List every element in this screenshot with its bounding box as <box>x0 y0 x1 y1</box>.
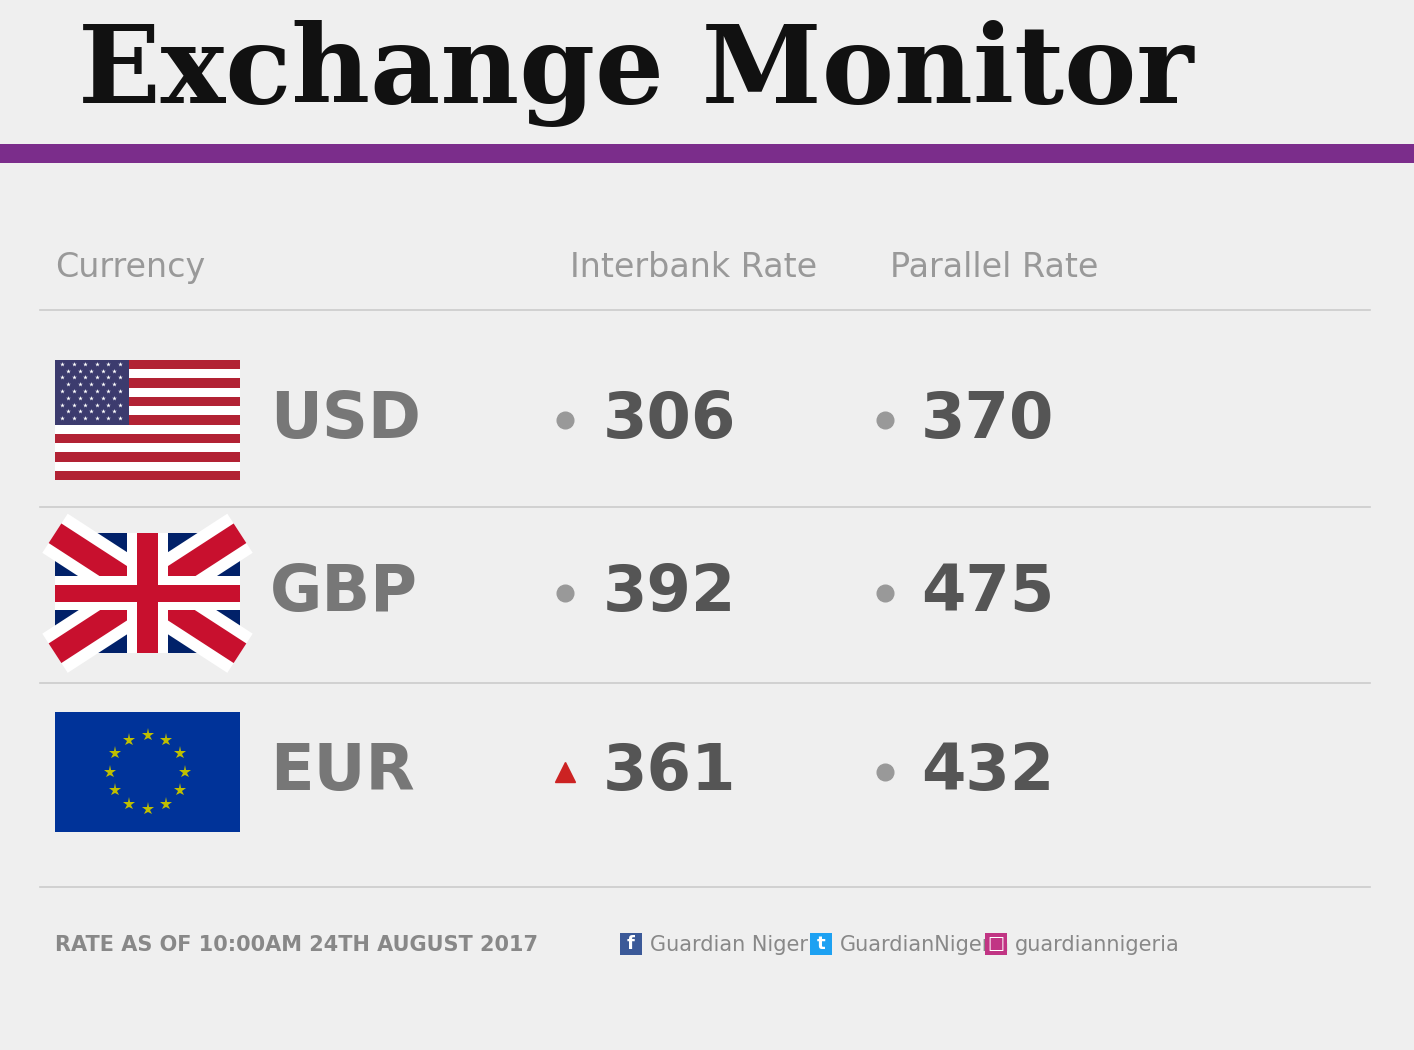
Bar <box>55 585 240 602</box>
Bar <box>127 533 168 653</box>
Bar <box>55 370 240 378</box>
Bar <box>986 933 1007 956</box>
Text: Parallel Rate: Parallel Rate <box>889 251 1099 285</box>
Bar <box>619 933 642 956</box>
Bar <box>55 533 240 653</box>
Bar <box>55 576 240 610</box>
Bar <box>55 462 240 470</box>
Bar <box>55 360 240 480</box>
Text: RATE AS OF 10:00AM 24TH AUGUST 2017: RATE AS OF 10:00AM 24TH AUGUST 2017 <box>55 934 537 956</box>
Bar <box>55 406 240 416</box>
Bar <box>0 144 1414 163</box>
Text: 432: 432 <box>921 740 1055 803</box>
Text: □: □ <box>987 934 1004 953</box>
Text: f: f <box>626 934 635 953</box>
Text: t: t <box>817 934 826 953</box>
Text: EUR: EUR <box>270 740 414 803</box>
Text: Currency: Currency <box>55 251 205 285</box>
Text: 306: 306 <box>602 388 737 452</box>
Bar <box>55 360 129 424</box>
Text: Exchange Monitor: Exchange Monitor <box>78 20 1193 127</box>
Text: 361: 361 <box>602 740 737 803</box>
Text: 475: 475 <box>921 562 1055 625</box>
Text: USD: USD <box>270 388 421 452</box>
Text: GBP: GBP <box>270 562 419 625</box>
Bar <box>55 443 240 453</box>
Text: guardiannigeria: guardiannigeria <box>1015 934 1179 956</box>
Text: Guardian Nigeria: Guardian Nigeria <box>650 934 827 956</box>
Text: GuardianNigeria: GuardianNigeria <box>840 934 1010 956</box>
Text: 392: 392 <box>602 562 737 625</box>
Bar <box>55 424 240 434</box>
Bar <box>55 712 240 832</box>
Text: Interbank Rate: Interbank Rate <box>570 251 817 285</box>
Bar <box>137 533 158 653</box>
Bar <box>810 933 831 956</box>
Bar <box>55 387 240 397</box>
Text: 370: 370 <box>921 388 1055 452</box>
